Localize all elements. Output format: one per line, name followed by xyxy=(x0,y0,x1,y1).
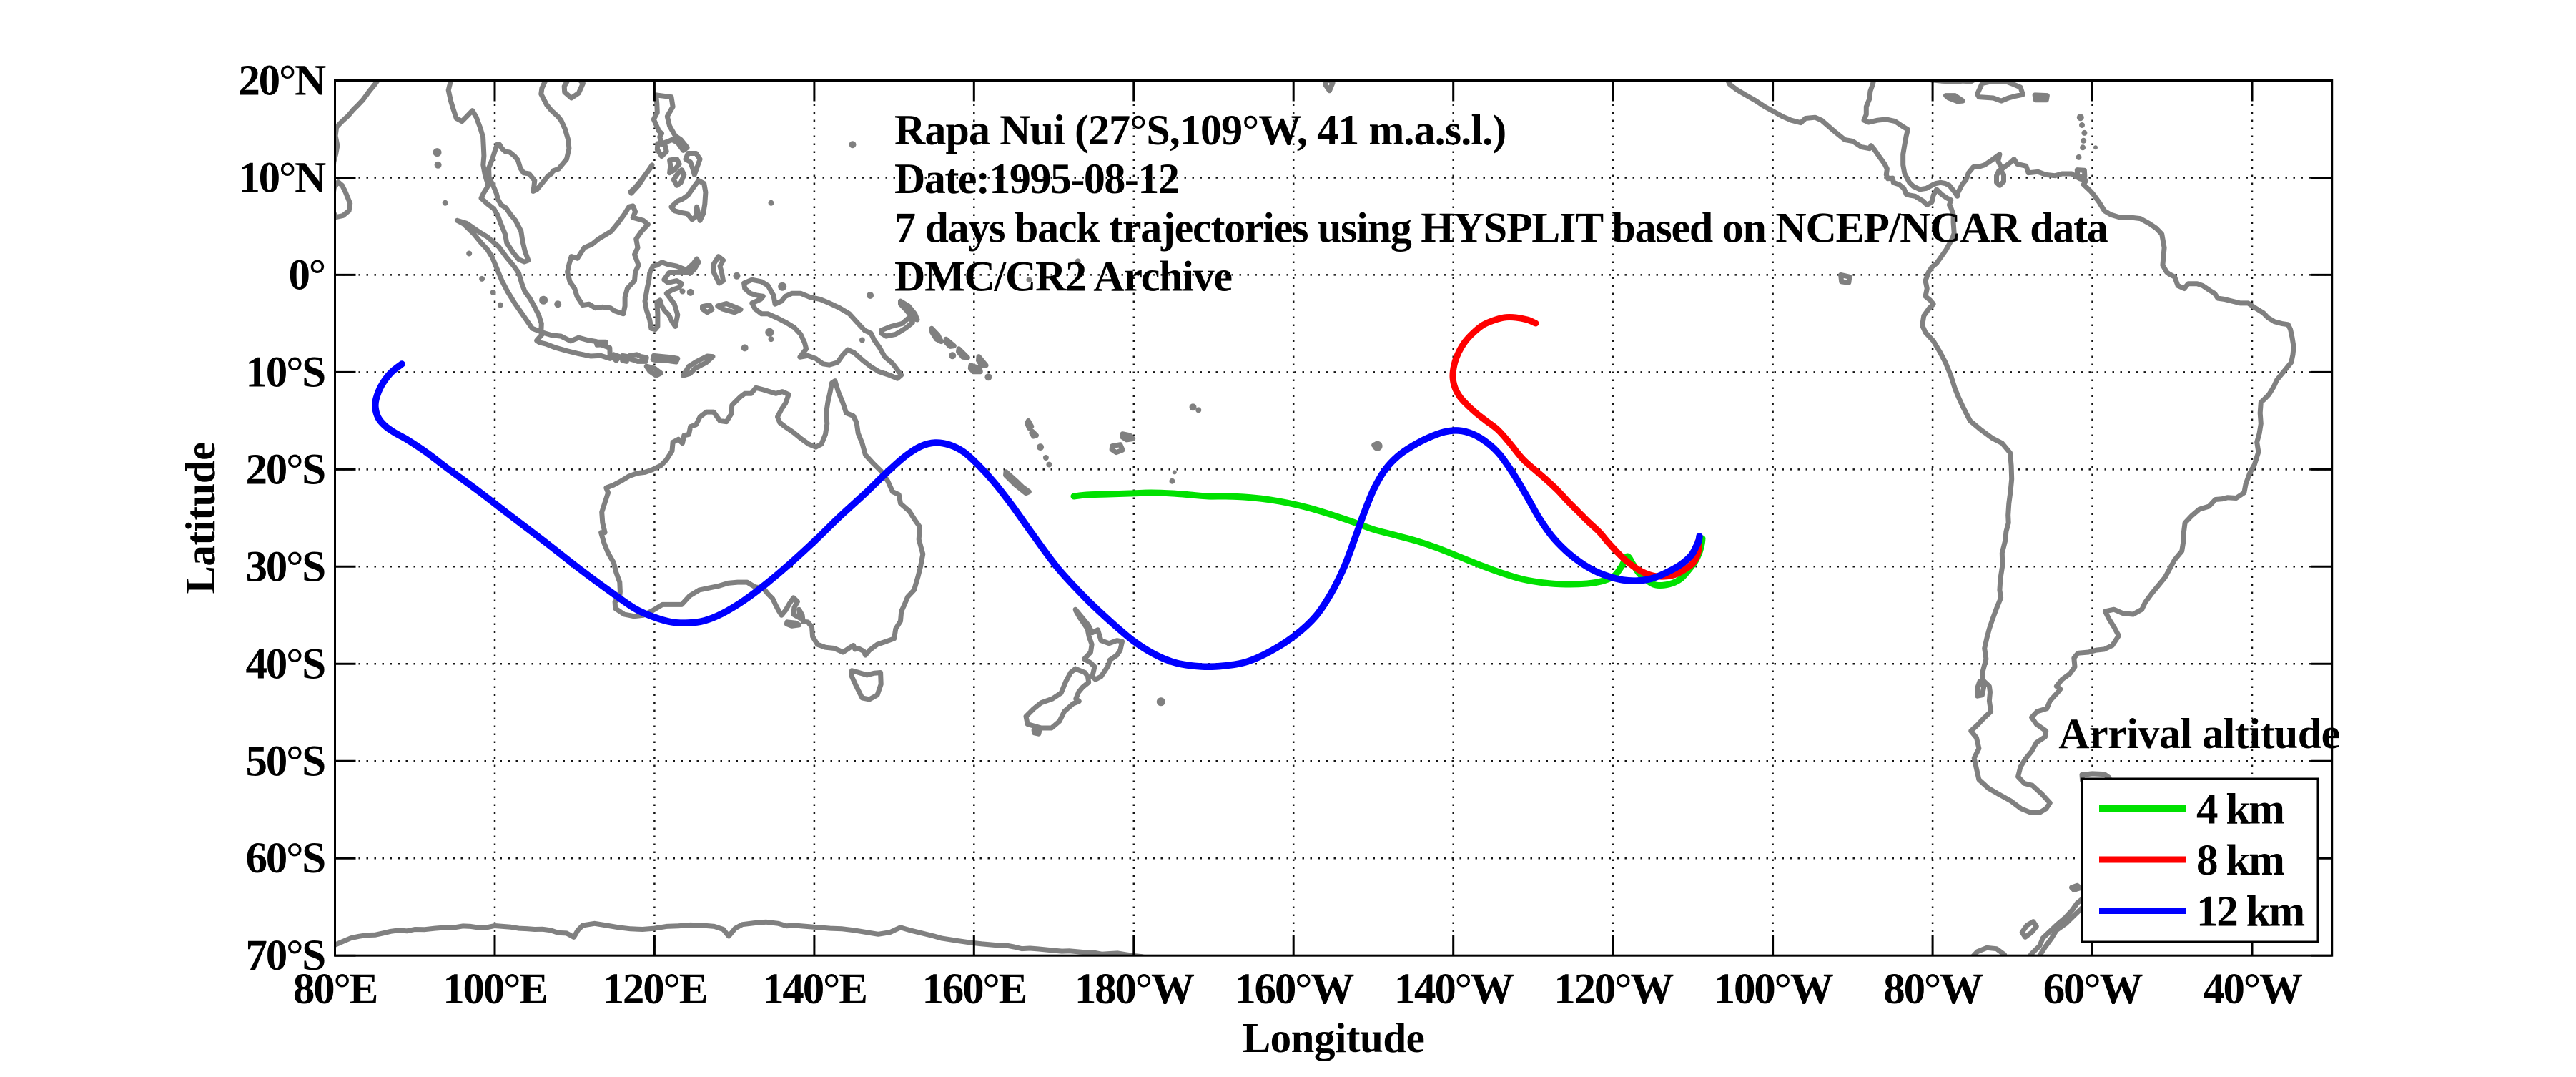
svg-text:12 km: 12 km xyxy=(2196,888,2304,936)
svg-text:20°N: 20°N xyxy=(238,57,326,105)
svg-text:160°E: 160°E xyxy=(922,965,1027,1013)
svg-text:4 km: 4 km xyxy=(2196,786,2284,834)
svg-text:120°W: 120°W xyxy=(1554,965,1674,1013)
svg-text:30°S: 30°S xyxy=(245,543,325,591)
svg-text:8 km: 8 km xyxy=(2196,837,2284,885)
svg-text:80°W: 80°W xyxy=(1883,965,1983,1013)
svg-text:0°: 0° xyxy=(289,251,325,299)
svg-text:DMC/CR2 Archive: DMC/CR2 Archive xyxy=(894,253,1232,300)
svg-text:Rapa Nui (27°S,109°W, 41 m.a.s: Rapa Nui (27°S,109°W, 41 m.a.s.l.) xyxy=(894,107,1506,154)
svg-text:70°S: 70°S xyxy=(245,932,325,980)
svg-text:160°W: 160°W xyxy=(1234,965,1354,1013)
svg-text:100°W: 100°W xyxy=(1714,965,1834,1013)
svg-text:140°E: 140°E xyxy=(762,965,867,1013)
svg-text:10°N: 10°N xyxy=(238,154,326,202)
svg-text:20°S: 20°S xyxy=(245,446,325,493)
svg-text:40°W: 40°W xyxy=(2203,965,2303,1013)
svg-text:40°S: 40°S xyxy=(245,640,325,688)
svg-text:Latitude: Latitude xyxy=(177,442,224,594)
svg-text:50°S: 50°S xyxy=(245,737,325,785)
svg-text:60°S: 60°S xyxy=(245,835,325,882)
svg-text:Arrival altitude: Arrival altitude xyxy=(2058,710,2340,757)
svg-text:120°E: 120°E xyxy=(603,965,707,1013)
svg-text:140°W: 140°W xyxy=(1394,965,1514,1013)
svg-text:60°W: 60°W xyxy=(2043,965,2143,1013)
svg-text:Date:1995-08-12: Date:1995-08-12 xyxy=(894,155,1178,202)
svg-text:180°W: 180°W xyxy=(1075,965,1195,1013)
svg-text:100°E: 100°E xyxy=(443,965,547,1013)
svg-text:80°E: 80°E xyxy=(293,965,377,1013)
svg-text:10°S: 10°S xyxy=(245,348,325,396)
svg-text:7 days back trajectories using: 7 days back trajectories using HYSPLIT b… xyxy=(894,204,2108,251)
svg-text:Longitude: Longitude xyxy=(1243,1014,1425,1061)
